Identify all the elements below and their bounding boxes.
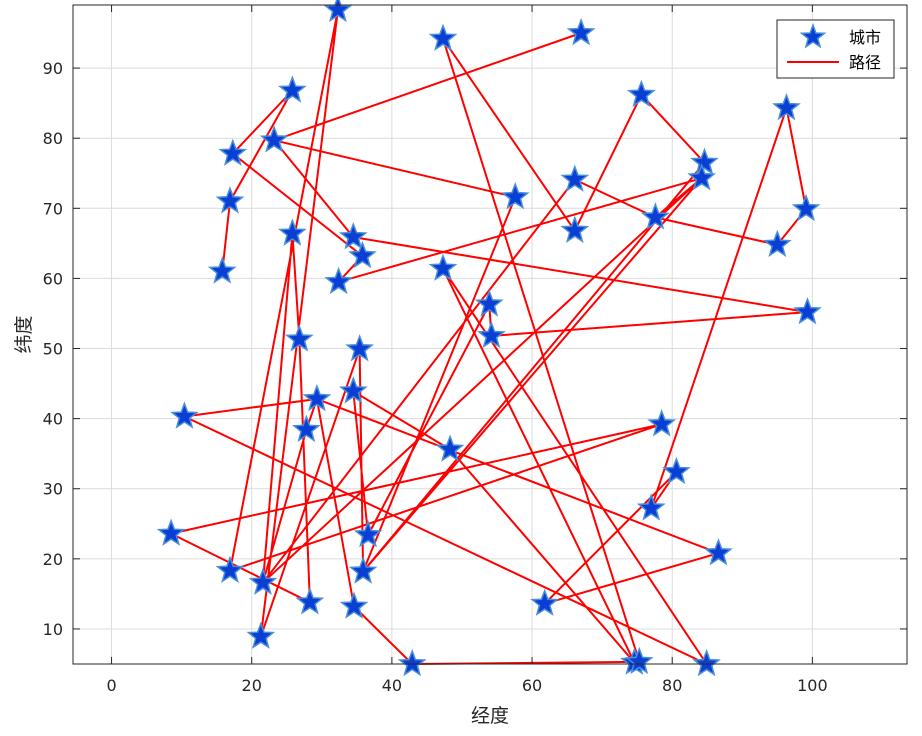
city-marker xyxy=(560,164,590,192)
city-marker xyxy=(500,181,530,210)
legend-label-cities: 城市 xyxy=(849,28,881,47)
legend-label-path: 路径 xyxy=(849,53,881,72)
city-marker xyxy=(435,434,465,462)
city-marker xyxy=(277,218,307,246)
y-tick-label: 40 xyxy=(43,410,63,429)
city-marker xyxy=(246,621,276,649)
city-marker xyxy=(428,23,458,51)
x-tick-label: 100 xyxy=(797,676,828,695)
city-marker xyxy=(636,493,666,521)
city-marker xyxy=(530,588,560,616)
y-tick-label: 10 xyxy=(43,620,63,639)
city-marker xyxy=(690,147,719,176)
city-marker xyxy=(156,518,186,546)
city-marker xyxy=(397,648,427,677)
city-marker xyxy=(207,256,237,284)
city-marker xyxy=(353,519,383,548)
watermark: @稀土掘金技术社区 xyxy=(751,694,904,714)
y-tick-label: 70 xyxy=(43,199,63,218)
city-marker xyxy=(302,383,332,412)
city-marker xyxy=(259,125,289,153)
city-marker xyxy=(560,215,590,244)
y-tick-label: 50 xyxy=(43,340,63,359)
x-tick-label: 60 xyxy=(522,676,542,695)
city-marker xyxy=(476,320,506,349)
city-marker xyxy=(687,163,716,191)
city-marker xyxy=(474,289,504,317)
city-marker xyxy=(662,456,691,485)
city-marker xyxy=(772,92,801,121)
city-marker xyxy=(215,186,245,214)
legend-box xyxy=(776,19,895,79)
city-marker xyxy=(323,0,353,23)
city-marker xyxy=(291,414,321,443)
x-axis-label: 经度 xyxy=(471,705,509,727)
y-tick-label: 30 xyxy=(43,480,63,499)
city-marker xyxy=(339,591,369,619)
y-tick-label: 60 xyxy=(43,269,63,288)
city-marker xyxy=(624,646,654,675)
route-line xyxy=(170,8,809,665)
y-tick-label: 80 xyxy=(43,129,63,148)
city-marker xyxy=(704,538,733,566)
y-axis-label: 纬度 xyxy=(13,315,35,353)
city-marker xyxy=(339,376,368,404)
x-tick-label: 20 xyxy=(242,676,262,695)
city-marker xyxy=(647,409,677,437)
city-marker xyxy=(215,555,245,584)
plot-frame xyxy=(72,4,908,665)
city-markers xyxy=(156,0,822,677)
city-marker xyxy=(428,253,458,281)
city-marker xyxy=(284,324,314,352)
city-marker xyxy=(793,296,822,325)
city-marker xyxy=(324,266,354,295)
city-marker xyxy=(348,240,377,269)
city-marker xyxy=(345,334,375,362)
city-marker xyxy=(566,17,596,46)
x-tick-label: 80 xyxy=(662,676,682,695)
x-tick-label: 0 xyxy=(106,676,116,695)
city-marker xyxy=(218,138,248,166)
axes: 0 20 40 60 80 100 10 20 30 40 50 60 70 80 90 经度 纬度 xyxy=(13,4,908,727)
city-marker xyxy=(248,567,278,595)
y-tick-label: 20 xyxy=(43,550,63,569)
city-marker xyxy=(348,556,378,584)
city-marker xyxy=(791,193,821,222)
x-tick-label: 40 xyxy=(382,676,402,695)
city-marker xyxy=(692,648,721,677)
route-path xyxy=(170,8,809,665)
city-marker xyxy=(277,75,307,103)
city-marker xyxy=(295,587,325,615)
y-tick-label: 90 xyxy=(43,59,63,78)
city-marker xyxy=(763,229,792,258)
legend-marker-cities xyxy=(799,22,827,49)
city-marker xyxy=(339,221,368,250)
city-marker xyxy=(640,202,670,230)
city-marker xyxy=(626,79,656,108)
city-marker xyxy=(170,401,199,429)
